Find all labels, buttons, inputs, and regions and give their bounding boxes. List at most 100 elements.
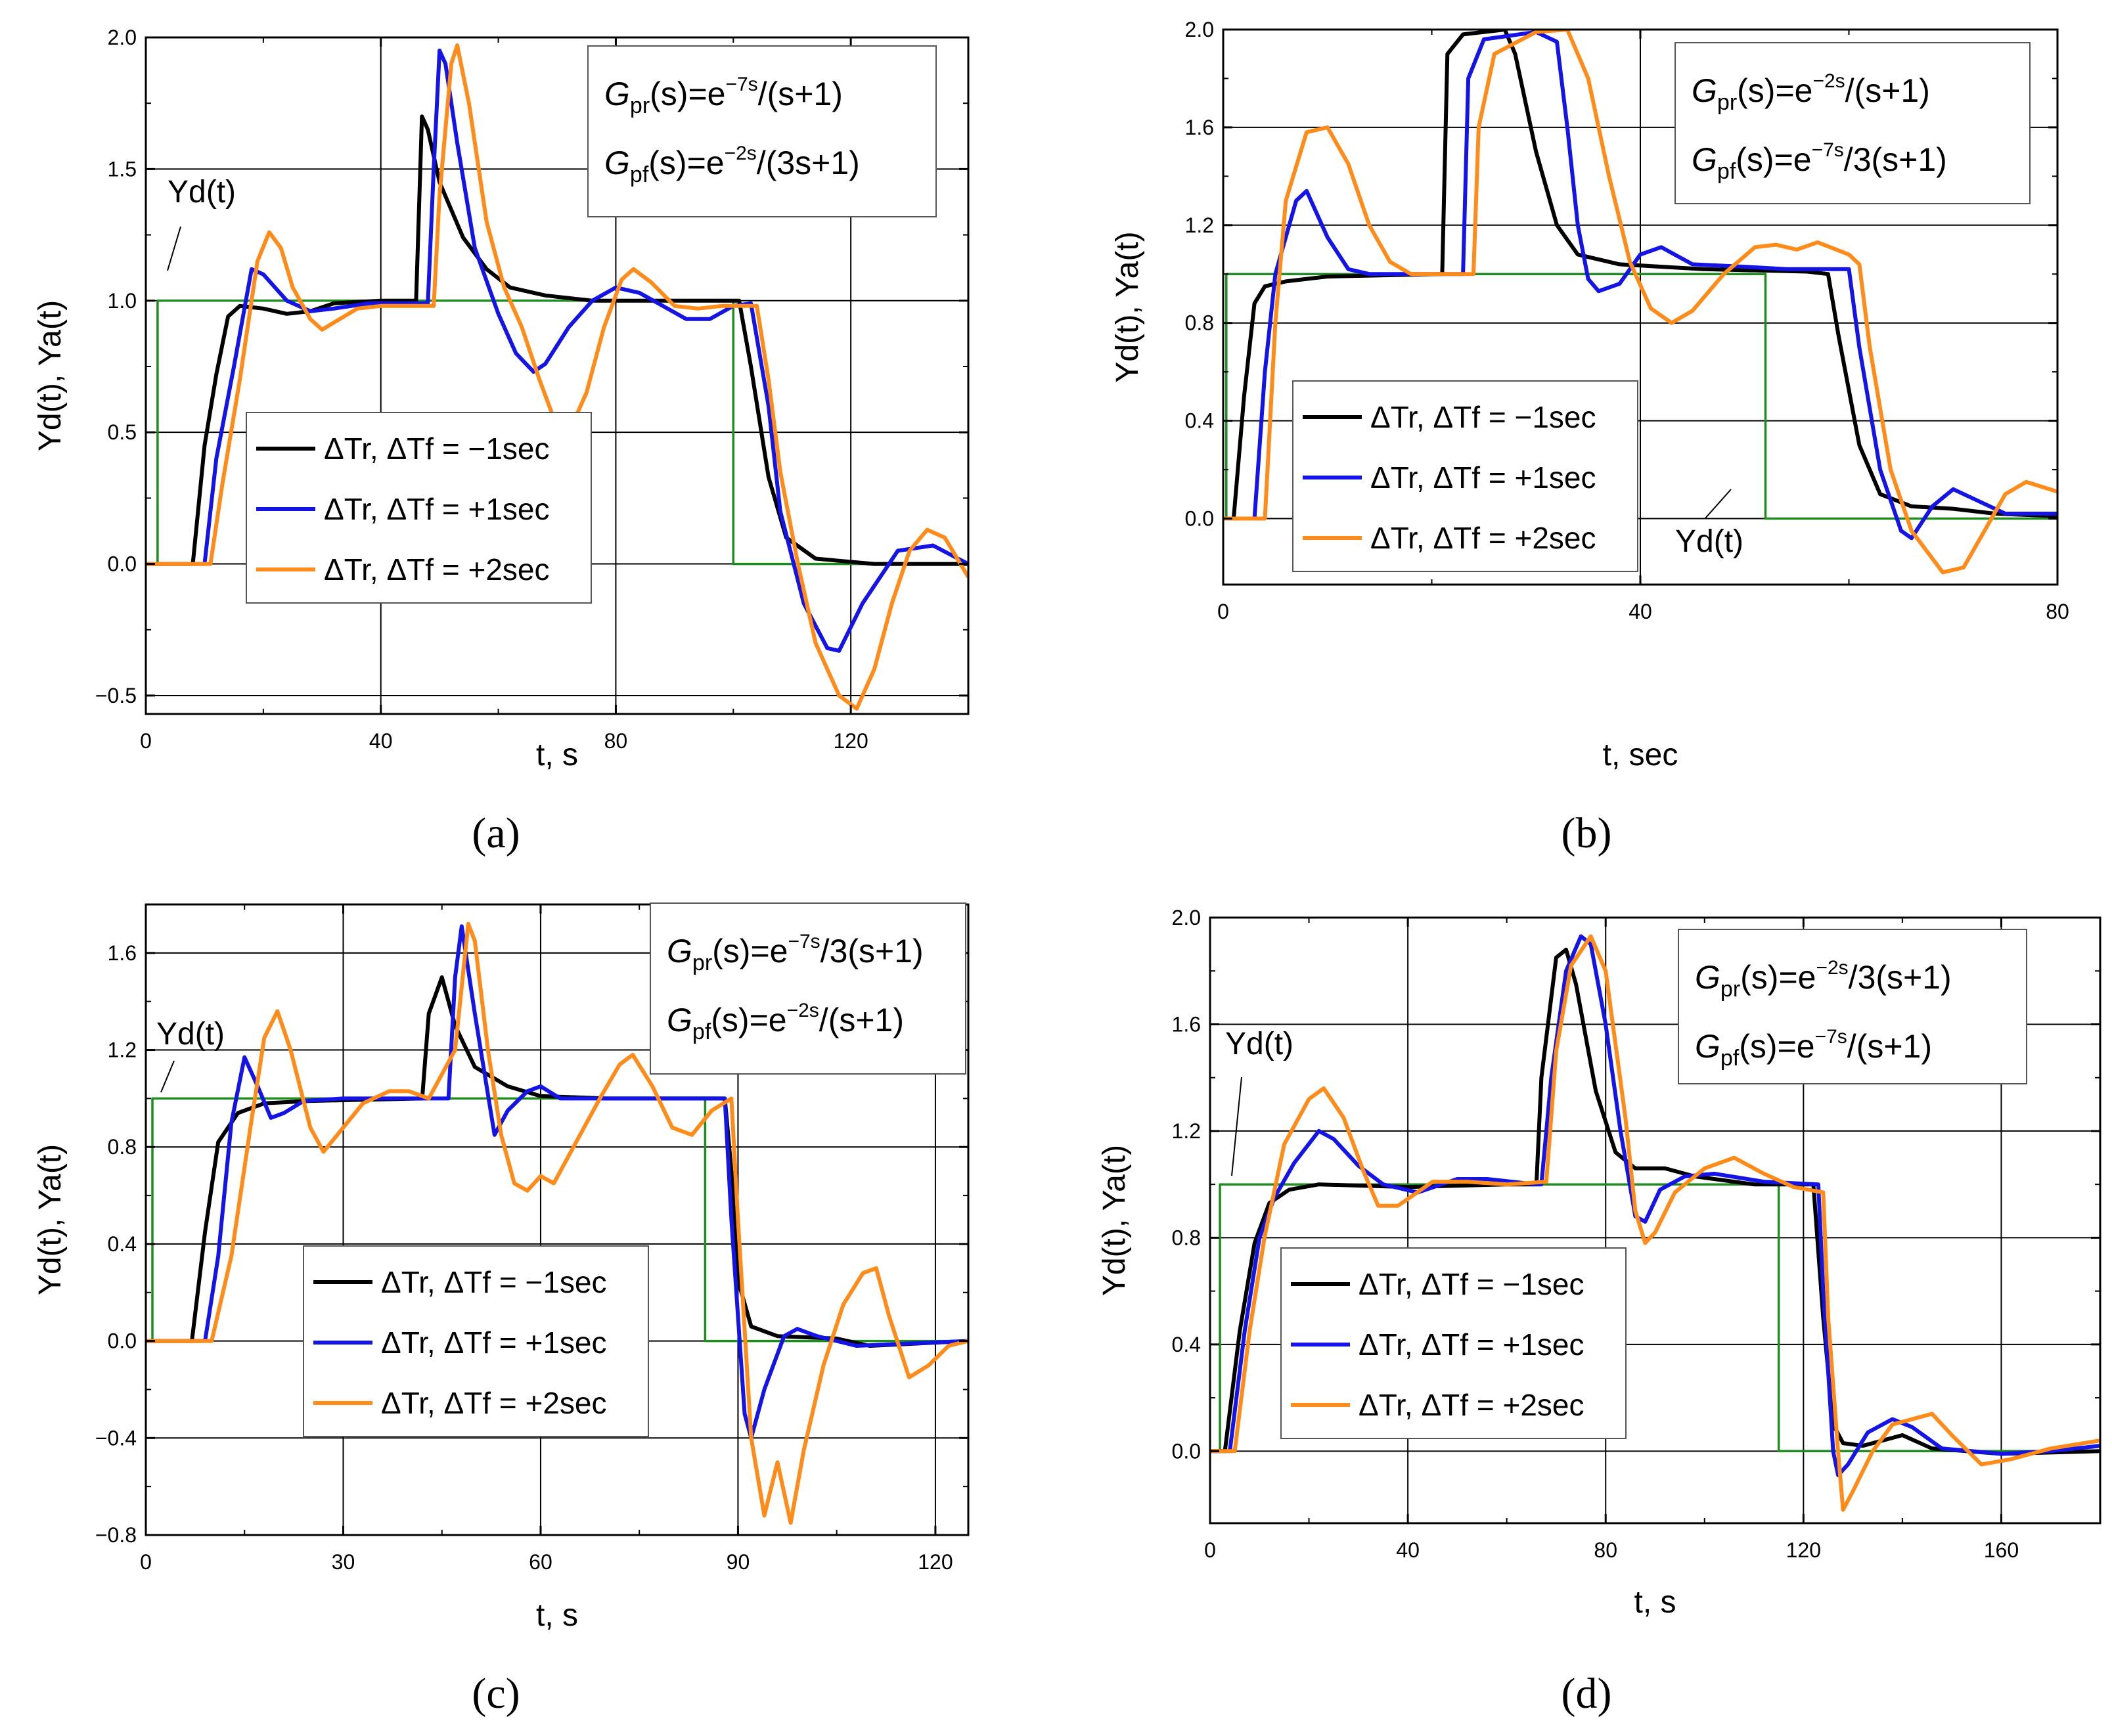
eq-mid: (s)=e [1740, 959, 1816, 996]
panel-label: (d) [1562, 1670, 1612, 1718]
y-tick-label: 1.2 [1185, 213, 1214, 237]
y-tick-label: 0.4 [1185, 409, 1214, 433]
eq-G: G [667, 1002, 692, 1038]
x-tick-label: 120 [833, 729, 868, 753]
legend-label: ΔTr, ΔTf = +1sec [1359, 1327, 1584, 1362]
series-line-black [1223, 30, 2057, 521]
eq-sub: pr [1717, 90, 1737, 115]
legend-label: ΔTr, ΔTf = +2sec [1370, 521, 1596, 555]
eq-mid: (s)=e [1736, 141, 1811, 178]
equation-box [650, 902, 966, 1075]
y-tick-label: 1.5 [108, 157, 137, 181]
equation-line1: Gpr(s)=e−7s/(s+1) [604, 74, 843, 118]
yd-annotation-leader [160, 1060, 175, 1093]
eq-tail: /3(s+1) [1849, 959, 1952, 996]
y-tick-label: 0.0 [1185, 506, 1214, 530]
eq-mid: (s)=e [712, 933, 788, 969]
eq-mid: (s)=e [1739, 1028, 1814, 1065]
eq-tail: /(s+1) [1847, 1028, 1932, 1065]
legend-label: ΔTr, ΔTf = −1sec [1359, 1267, 1584, 1301]
series-line-orange [1223, 30, 2057, 575]
chart-panel-3: 0 30 60 90 120 −0.8 −0.4 0.0 0.4 0.8 1.2 1.6 t, s Yd(… [33, 902, 970, 1718]
y-tick-label: 0.0 [1172, 1439, 1201, 1463]
x-tick-label: 120 [1786, 1538, 1821, 1562]
yd-annotation: Yd(t) [168, 175, 236, 210]
eq-G: G [1692, 72, 1717, 109]
x-tick-label: 30 [332, 1550, 355, 1574]
x-axis-label: t, sec [1603, 738, 1678, 772]
x-tick-label: 0 [1217, 600, 1229, 623]
eq-sup: −7s [1815, 1026, 1847, 1048]
x-tick-label: 60 [529, 1550, 552, 1574]
legend-label: ΔTr, ΔTf = −1sec [381, 1265, 607, 1299]
eq-mid: (s)=e [711, 1002, 786, 1038]
y-tick-label: 1.2 [1172, 1119, 1201, 1143]
equation-line1: Gpr(s)=e−2s/3(s+1) [1695, 957, 1952, 1002]
equation-box [1678, 929, 2027, 1084]
y-tick-label: 2.0 [1185, 18, 1214, 41]
y-tick-label: 1.6 [108, 941, 137, 965]
panel-label: (c) [472, 1670, 520, 1718]
legend-label: ΔTr, ΔTf = −1sec [324, 432, 550, 466]
equation-line2: Gpf(s)=e−2s/(s+1) [667, 1000, 904, 1044]
y-tick-label: 0.5 [108, 420, 137, 444]
legend-label: ΔTr, ΔTf = +1sec [324, 492, 550, 526]
eq-sup: −2s [787, 1000, 819, 1021]
eq-sub: pf [1717, 159, 1736, 184]
eq-G: G [667, 933, 692, 969]
equation-box [587, 45, 937, 217]
y-tick-label: −0.4 [95, 1426, 137, 1450]
eq-sub: pr [692, 950, 712, 975]
legend-label: ΔTr, ΔTf = +1sec [1370, 460, 1596, 495]
eq-G: G [604, 145, 630, 181]
eq-sub: pr [630, 93, 650, 118]
eq-sub: pr [1720, 977, 1740, 1002]
plot-frame [145, 36, 970, 715]
series-line-blue [146, 49, 968, 653]
x-tick-label: 40 [1629, 600, 1652, 623]
eq-G: G [1695, 959, 1720, 996]
x-tick-label: 120 [918, 1550, 953, 1574]
yd-annotation: Yd(t) [1225, 1027, 1293, 1061]
yd-annotation: Yd(t) [156, 1017, 225, 1052]
plot-frame [1209, 916, 2101, 1525]
panel-label: (a) [472, 809, 520, 857]
equation-line2: Gpf(s)=e−2s/(3s+1) [604, 143, 860, 187]
plot-frame [145, 903, 970, 1536]
y-tick-label: 2.0 [108, 26, 137, 49]
y-axis-label: Yd(t), Ya(t) [33, 300, 68, 451]
y-tick-label: 0.4 [108, 1232, 137, 1256]
x-tick-label: 0 [140, 1550, 152, 1574]
x-tick-label: 0 [1204, 1538, 1216, 1562]
eq-mid: (s)=e [650, 76, 725, 112]
y-tick-label: −0.5 [95, 684, 137, 707]
y-tick-label: 0.8 [1172, 1226, 1201, 1249]
legend-label: ΔTr, ΔTf = −1sec [1370, 400, 1596, 434]
equation-line2: Gpf(s)=e−7s/(s+1) [1695, 1026, 1932, 1071]
eq-sup: −7s [788, 931, 820, 952]
eq-G: G [604, 76, 630, 112]
eq-tail: /3(s+1) [820, 933, 924, 969]
panel-label: (b) [1562, 809, 1612, 857]
x-tick-label: 40 [1396, 1538, 1420, 1562]
eq-G: G [1695, 1028, 1720, 1065]
eq-sub: pf [692, 1019, 711, 1044]
equation-line1: Gpr(s)=e−2s/(s+1) [1692, 70, 1930, 115]
x-axis-label: t, s [536, 1598, 578, 1633]
x-axis-label: t, s [1634, 1585, 1676, 1620]
yd-annotation: Yd(t) [1675, 524, 1743, 559]
legend-label: ΔTr, ΔTf = +2sec [324, 552, 550, 587]
y-tick-label: 1.2 [108, 1038, 137, 1062]
x-tick-label: 90 [727, 1550, 750, 1574]
eq-sub: pf [630, 162, 649, 187]
eq-tail: /(s+1) [1845, 72, 1930, 109]
equation-line1: Gpr(s)=e−7s/3(s+1) [667, 931, 924, 975]
eq-tail: /(3s+1) [757, 145, 860, 181]
eq-sup: −2s [1812, 70, 1845, 92]
yd-annotation-leader [167, 226, 181, 271]
y-tick-label: 0.4 [1172, 1333, 1201, 1356]
eq-G: G [1692, 141, 1717, 178]
y-tick-label: 0.0 [108, 1329, 137, 1353]
yd-annotation-leader [1704, 489, 1732, 520]
